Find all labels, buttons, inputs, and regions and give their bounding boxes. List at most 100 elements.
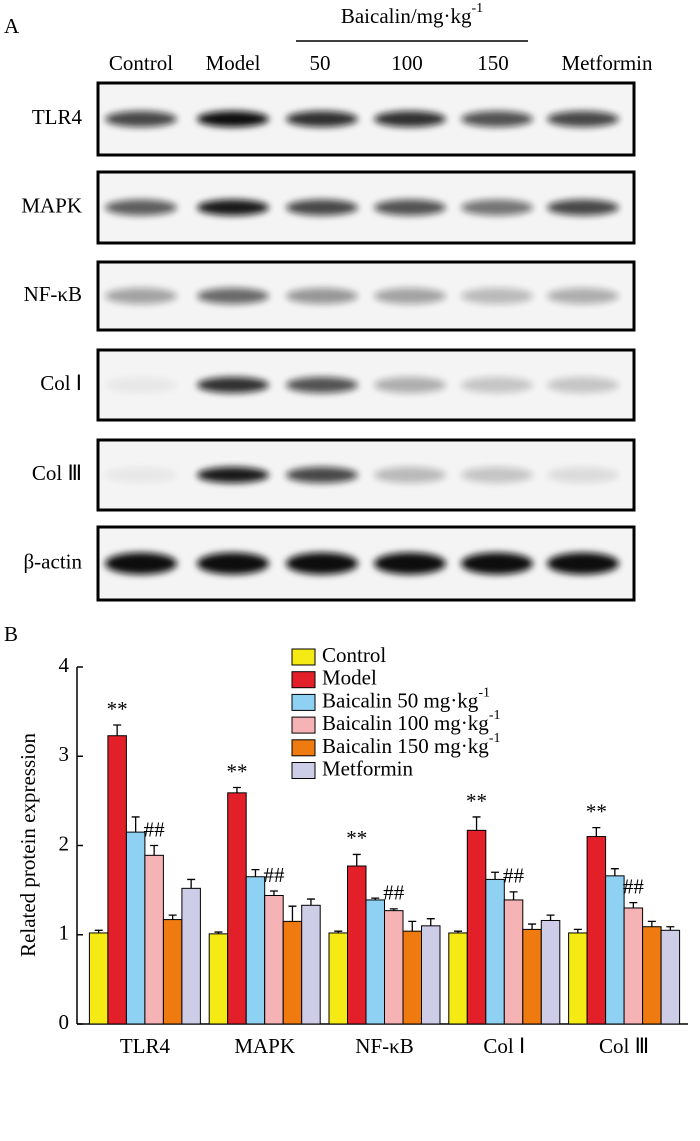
- bar: [208, 933, 229, 1025]
- bar: [227, 792, 247, 1025]
- bar: [162, 919, 183, 1025]
- error-bar: [592, 827, 601, 837]
- legend-swatch: [291, 762, 316, 779]
- bar: [485, 878, 505, 1025]
- band: [286, 467, 358, 483]
- bar: [144, 854, 164, 1025]
- error-bar: [573, 928, 582, 933]
- panel-label: B: [4, 622, 18, 646]
- legend-label: Model: [322, 666, 377, 690]
- error-bar: [214, 931, 223, 934]
- error-bar: [269, 890, 278, 896]
- band: [547, 377, 619, 393]
- error-bar: [491, 871, 500, 880]
- blot-box: [96, 348, 636, 422]
- y-tick-label: 3: [59, 742, 70, 766]
- error-bar: [251, 868, 260, 877]
- error-bar: [150, 844, 159, 856]
- error-bar: [187, 878, 196, 889]
- blot-box: [96, 81, 636, 157]
- bar: [642, 926, 662, 1025]
- legend-swatch: [291, 671, 316, 689]
- lane-label: 150: [477, 51, 509, 75]
- y-tick-label: 2: [59, 831, 70, 855]
- error-bar: [306, 898, 315, 906]
- legend-label: Baicalin 150 mg·kg-1: [322, 731, 500, 758]
- band: [461, 288, 533, 304]
- x-tick-label: MAPK: [234, 1034, 295, 1058]
- bar: [421, 925, 441, 1025]
- panel-label: A: [4, 14, 20, 38]
- band: [286, 199, 358, 216]
- bar: [264, 894, 284, 1025]
- band: [461, 199, 533, 216]
- significance-label: ##: [503, 864, 525, 888]
- bar: [568, 932, 588, 1025]
- band: [197, 199, 269, 216]
- band: [286, 111, 358, 127]
- protein-label: Col Ⅲ: [32, 461, 82, 485]
- band: [374, 111, 446, 127]
- bar: [181, 887, 201, 1025]
- error-bar: [131, 816, 140, 833]
- error-bar: [389, 908, 398, 911]
- legend-label: Control: [322, 643, 386, 667]
- error-bar: [371, 897, 380, 900]
- bar: [245, 876, 266, 1025]
- bar: [466, 829, 487, 1025]
- x-tick-label: Col Ⅲ: [599, 1034, 649, 1058]
- band: [374, 288, 446, 304]
- error-bar: [472, 816, 481, 831]
- band: [197, 111, 269, 127]
- blot-box: [96, 170, 636, 245]
- error-bar: [610, 868, 619, 876]
- protein-label: NF-κB: [24, 282, 82, 306]
- significance-label: ##: [383, 881, 405, 905]
- bar: [522, 928, 542, 1025]
- significance-label: ##: [144, 817, 166, 841]
- bar: [540, 919, 561, 1025]
- band: [374, 377, 446, 393]
- legend-swatch: [291, 739, 316, 757]
- band: [105, 467, 177, 483]
- y-tick-label: 4: [59, 653, 70, 677]
- band: [461, 377, 533, 393]
- legend-label: Baicalin 100 mg·kg-1: [322, 708, 500, 735]
- bar: [328, 932, 348, 1025]
- error-bar: [647, 920, 656, 927]
- band: [286, 288, 358, 304]
- significance-label: **: [586, 799, 607, 823]
- error-bar: [113, 724, 122, 736]
- error-bar: [426, 918, 435, 926]
- band: [105, 288, 177, 304]
- bar: [88, 932, 109, 1025]
- bar: [402, 930, 422, 1025]
- error-bar: [666, 926, 675, 931]
- legend-label: Baicalin 50 mg·kg-1: [322, 686, 490, 713]
- y-tick-label: 1: [59, 921, 70, 945]
- lane-label: Control: [109, 51, 173, 75]
- band: [197, 467, 269, 483]
- band: [105, 552, 177, 575]
- error-bar: [232, 786, 241, 793]
- error-bar: [288, 905, 297, 922]
- error-bar: [509, 891, 518, 900]
- bar: [125, 831, 146, 1025]
- band: [286, 377, 358, 393]
- legend-swatch: [291, 648, 316, 666]
- x-tick-label: TLR4: [120, 1034, 171, 1058]
- error-bar: [168, 914, 177, 920]
- band: [547, 111, 619, 127]
- lane-label: 100: [391, 51, 423, 75]
- y-axis-label: Related protein expression: [16, 733, 40, 957]
- blot-box: [96, 525, 636, 602]
- group-label: Baicalin/mg·kg-1: [341, 1, 483, 28]
- band: [461, 467, 533, 483]
- band: [105, 111, 177, 127]
- legend-swatch: [291, 693, 316, 711]
- protein-label: β-actin: [24, 549, 83, 573]
- x-tick-label: Col Ⅰ: [483, 1034, 525, 1058]
- bar: [384, 910, 404, 1025]
- lane-label: Metformin: [562, 51, 653, 75]
